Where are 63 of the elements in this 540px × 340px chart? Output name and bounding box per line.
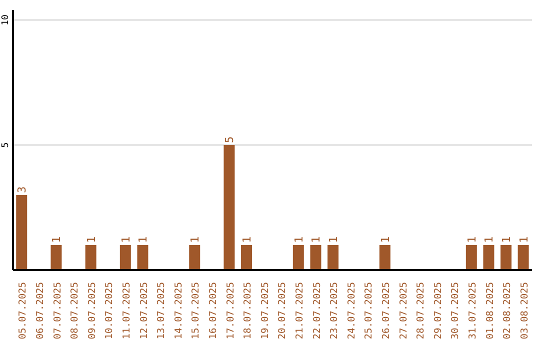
- x-tick-label: 06.07.2025: [34, 282, 46, 340]
- x-tick-label: 08.07.2025: [70, 282, 81, 340]
- x-tick-label: 24.07.2025: [346, 282, 358, 340]
- x-tick-label: 26.07.2025: [380, 282, 392, 340]
- x-tick-label: 22.07.2025: [312, 282, 323, 340]
- data-label: 1: [119, 236, 132, 243]
- bar: [137, 245, 148, 270]
- data-label: 1: [50, 236, 64, 243]
- x-tick-label: 18.07.2025: [242, 282, 254, 340]
- x-tick-label: 23.07.2025: [329, 282, 340, 340]
- bar: [518, 245, 529, 270]
- x-tick-label: 03.08.2025: [519, 282, 530, 340]
- data-label: 1: [378, 236, 392, 243]
- x-tick-label: 19.07.2025: [260, 282, 271, 340]
- x-tick-label: 13.07.2025: [156, 282, 168, 340]
- x-tick-label: 05.07.2025: [18, 282, 29, 340]
- data-label: 1: [310, 236, 323, 243]
- data-label: 1: [500, 236, 514, 243]
- bar: [120, 245, 131, 270]
- x-tick-label: 16.07.2025: [208, 282, 219, 340]
- bar: [292, 245, 304, 270]
- bar: [16, 195, 28, 270]
- data-label: 1: [84, 236, 98, 243]
- data-label: 1: [240, 236, 254, 243]
- data-label: 1: [136, 236, 150, 243]
- x-tick-label: 09.07.2025: [86, 282, 98, 340]
- bar: [241, 245, 252, 270]
- bar: [466, 245, 477, 270]
- bar: [500, 245, 512, 270]
- x-tick-label: 31.07.2025: [467, 282, 478, 340]
- bar: [379, 245, 390, 270]
- data-label: 1: [517, 236, 530, 243]
- x-tick-label: 28.07.2025: [416, 282, 427, 340]
- data-label: 1: [292, 236, 306, 243]
- x-tick-label: 12.07.2025: [138, 282, 150, 340]
- x-tick-label: 30.07.2025: [450, 282, 462, 340]
- x-tick-label: 11.07.2025: [121, 282, 132, 340]
- x-tick-label: 17.07.2025: [225, 282, 236, 340]
- x-tick-label: 07.07.2025: [52, 282, 64, 340]
- bar: [328, 245, 339, 270]
- data-label: 5: [223, 136, 236, 143]
- bar: [224, 145, 235, 270]
- x-tick-label: 02.08.2025: [502, 282, 514, 340]
- x-tick-label: 29.07.2025: [432, 282, 444, 340]
- x-tick-label: 01.08.2025: [484, 282, 496, 340]
- bar: [50, 245, 62, 270]
- bar: [189, 245, 200, 270]
- x-tick-label: 20.07.2025: [277, 282, 288, 340]
- data-label: 3: [16, 186, 29, 193]
- bar: [483, 245, 494, 270]
- y-tick-label: 10: [1, 14, 11, 26]
- x-tick-label: 25.07.2025: [364, 282, 375, 340]
- x-tick-label: 15.07.2025: [190, 282, 202, 340]
- x-tick-label: 14.07.2025: [173, 282, 184, 340]
- bar: [85, 245, 96, 270]
- bar: [310, 245, 322, 270]
- data-label: 1: [482, 236, 496, 243]
- x-tick-label: 10.07.2025: [104, 282, 116, 340]
- x-tick-label: 27.07.2025: [398, 282, 410, 340]
- data-label: 1: [188, 236, 202, 243]
- data-label: 1: [327, 236, 340, 243]
- x-tick-label: 21.07.2025: [294, 282, 306, 340]
- data-label: 1: [465, 236, 478, 243]
